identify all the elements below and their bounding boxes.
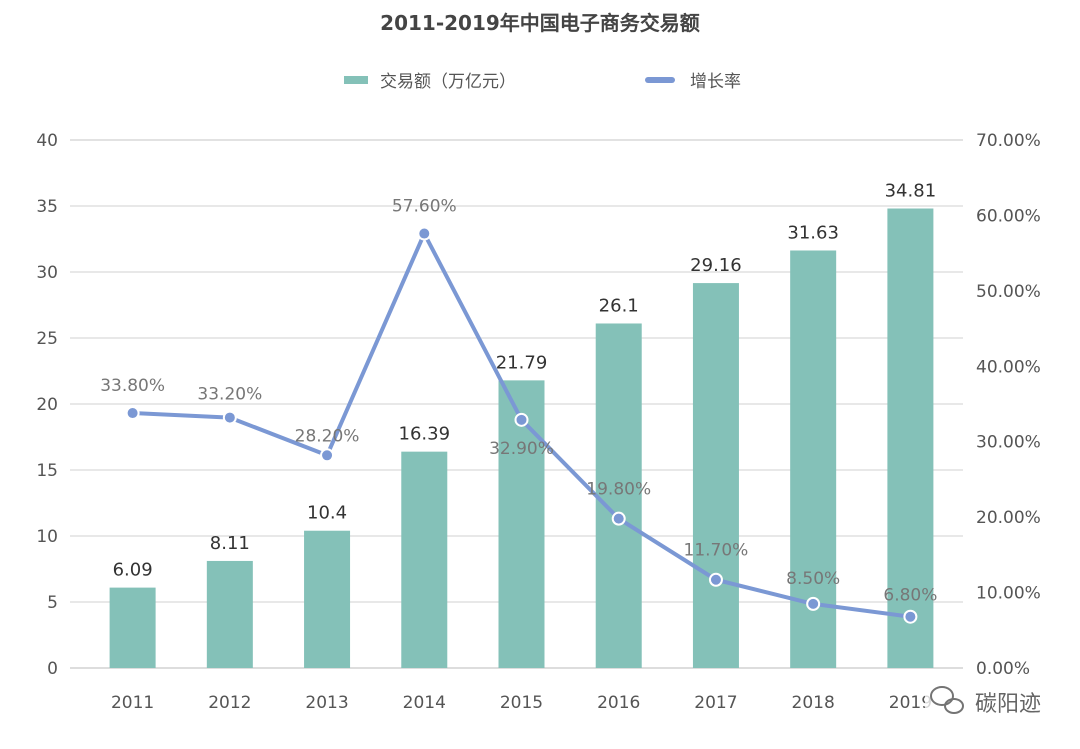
bar — [595, 323, 642, 668]
bar-data-label: 8.11 — [210, 533, 250, 554]
line-data-label: 32.90% — [489, 439, 554, 459]
left-axis-tick: 0 — [47, 659, 58, 679]
left-axis-tick: 5 — [47, 593, 58, 613]
x-axis-tick: 2017 — [694, 693, 737, 713]
line-data-label: 6.80% — [883, 586, 937, 606]
growth-rate-point — [708, 572, 723, 587]
right-axis-tick: 20.00% — [976, 508, 1041, 528]
line-data-label: 11.70% — [684, 541, 749, 561]
x-axis-tick: 2013 — [305, 693, 348, 713]
x-axis-tick: 2014 — [403, 693, 446, 713]
x-axis-tick: 2012 — [208, 693, 251, 713]
bar — [401, 451, 448, 668]
bar — [887, 208, 934, 668]
legend-bar-label: 交易额（万亿元） — [380, 72, 516, 92]
watermark-text: 碳阳迹 — [975, 692, 1041, 717]
x-axis-tick: 2018 — [792, 693, 835, 713]
right-axis-tick: 40.00% — [976, 357, 1041, 377]
bar-data-label: 16.39 — [399, 424, 451, 445]
growth-rate-point — [903, 609, 918, 624]
growth-rate-point — [611, 511, 626, 526]
legend: 交易额（万亿元） 增长率 — [344, 72, 741, 92]
right-axis-tick: 30.00% — [976, 433, 1041, 453]
left-axis-tick: 30 — [36, 263, 58, 283]
x-axis-tick: 2015 — [500, 693, 543, 713]
left-axis-tick: 10 — [36, 527, 58, 547]
right-axis-tick: 0.00% — [976, 659, 1030, 679]
bar — [109, 587, 156, 668]
growth-rate-point — [125, 406, 140, 421]
left-axis-tick: 25 — [36, 329, 58, 349]
bar — [304, 530, 351, 668]
bar-data-label: 6.09 — [113, 560, 153, 581]
bar-data-label: 10.4 — [307, 503, 347, 524]
growth-rate-point — [806, 596, 821, 611]
line-data-label: 28.20% — [295, 426, 360, 446]
growth-rate-point — [222, 410, 237, 425]
growth-rate-point — [514, 412, 529, 427]
line-data-label: 33.80% — [100, 376, 165, 396]
line-data-label: 33.20% — [197, 385, 262, 405]
bar — [692, 283, 739, 668]
wechat-icon — [930, 686, 964, 714]
growth-rate-point — [417, 226, 432, 241]
bar-data-label: 34.81 — [885, 181, 937, 202]
bar-data-label: 31.63 — [787, 222, 839, 243]
line-data-label: 57.60% — [392, 197, 457, 217]
watermark: 碳阳迹 — [925, 680, 1075, 725]
bar-data-label: 21.79 — [496, 352, 548, 373]
left-axis-tick: 20 — [36, 395, 58, 415]
right-axis-tick: 60.00% — [976, 206, 1041, 226]
legend-line-swatch — [645, 77, 675, 83]
line-data-label: 19.80% — [586, 480, 651, 500]
legend-bar-swatch — [344, 76, 368, 84]
bar-data-label: 29.16 — [690, 255, 742, 276]
growth-rate-point — [320, 448, 335, 463]
x-axis-tick: 2019 — [889, 693, 932, 713]
line-data-label: 8.50% — [786, 569, 840, 589]
right-axis-tick: 70.00% — [976, 131, 1041, 151]
x-axis-tick: 2016 — [597, 693, 640, 713]
bar — [498, 380, 545, 668]
right-axis-tick: 10.00% — [976, 584, 1041, 604]
legend-line-label: 增长率 — [690, 72, 741, 92]
chart-title: 2011-2019年中国电子商务交易额 — [380, 11, 700, 35]
left-axis-tick: 40 — [36, 131, 58, 151]
bar-data-label: 26.1 — [599, 295, 639, 316]
right-axis-tick: 50.00% — [976, 282, 1041, 302]
left-axis-tick: 15 — [36, 461, 58, 481]
bar — [206, 560, 253, 668]
x-axis-tick: 2011 — [111, 693, 154, 713]
left-axis-tick: 35 — [36, 197, 58, 217]
